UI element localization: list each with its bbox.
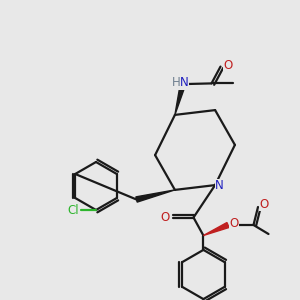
Polygon shape bbox=[136, 190, 175, 202]
Polygon shape bbox=[175, 83, 186, 115]
Polygon shape bbox=[203, 223, 229, 236]
Text: O: O bbox=[224, 58, 232, 72]
Text: H: H bbox=[172, 76, 181, 89]
Text: O: O bbox=[260, 197, 268, 211]
Text: N: N bbox=[180, 76, 189, 89]
Text: O: O bbox=[160, 211, 169, 224]
Text: N: N bbox=[215, 179, 224, 192]
Text: O: O bbox=[230, 217, 238, 230]
Text: Cl: Cl bbox=[68, 203, 79, 217]
